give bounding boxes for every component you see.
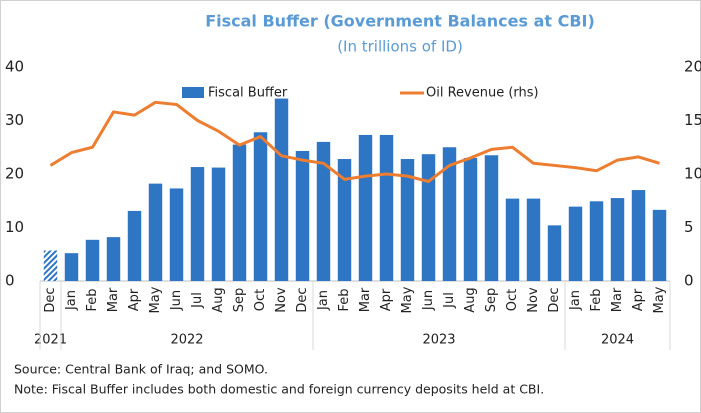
y2-tick-label: 10: [684, 165, 701, 183]
bar: [421, 154, 436, 281]
bar: [253, 132, 268, 281]
y-tick-label: 30: [5, 111, 24, 129]
x-tick-label: Dec: [295, 287, 310, 312]
x-tick-label: Apr: [631, 288, 646, 311]
x-tick-label: Sep: [484, 288, 499, 313]
bar: [442, 147, 457, 281]
legend-label: Fiscal Buffer: [208, 86, 288, 101]
x-group-label: 2023: [422, 333, 455, 348]
bar: [295, 150, 310, 281]
x-tick-label: Aug: [463, 287, 478, 312]
bar: [316, 141, 331, 281]
x-tick-label: Jan: [568, 290, 583, 311]
chart-title: Fiscal Buffer (Government Balances at CB…: [205, 12, 595, 31]
x-tick-label: Jul: [442, 292, 457, 309]
x-tick-label: Feb: [85, 288, 100, 311]
y2-tick-label: 15: [684, 111, 701, 129]
x-tick-label: Jan: [316, 290, 331, 311]
bar: [43, 250, 58, 281]
x-tick-label: Sep: [232, 288, 247, 313]
x-tick-label: Apr: [127, 288, 142, 311]
note: Note: Fiscal Buffer includes both domest…: [14, 382, 544, 397]
bar: [400, 159, 415, 281]
x-tick-label: Jan: [64, 290, 79, 311]
x-group-label: 2024: [601, 333, 634, 348]
x-tick-label: Jun: [169, 290, 184, 311]
y-tick-label: 40: [5, 58, 24, 76]
legend-label: Oil Revenue (rhs): [426, 86, 539, 101]
x-tick-label: Jul: [190, 292, 205, 309]
bar: [631, 190, 646, 281]
x-tick-label: Jun: [421, 290, 436, 311]
bar: [337, 159, 352, 281]
x-tick-label: May: [148, 286, 163, 313]
x-tick-label: Nov: [274, 287, 289, 313]
y2-tick-label: 0: [684, 272, 694, 290]
bar: [148, 183, 163, 281]
bar: [505, 198, 520, 281]
bar: [127, 210, 142, 281]
x-tick-label: Mar: [610, 287, 625, 312]
bar: [211, 167, 226, 281]
x-tick-label: May: [652, 286, 667, 313]
y-tick-label: 10: [5, 218, 24, 236]
x-tick-label: May: [400, 286, 415, 313]
bar: [589, 201, 604, 281]
bar: [526, 198, 541, 281]
x-tick-label: Feb: [337, 288, 352, 311]
line: [49, 100, 660, 183]
bar: [568, 206, 583, 281]
bar: [463, 157, 478, 281]
bar: [652, 209, 667, 281]
x-group-label: 2021: [34, 333, 67, 348]
bar: [484, 155, 499, 281]
y-tick-label: 20: [5, 165, 24, 183]
bar: [274, 98, 289, 281]
x-tick-label: Nov: [526, 287, 541, 313]
source: Source: Central Bank of Iraq; and SOMO.: [14, 362, 268, 377]
legend-swatch: [182, 87, 204, 98]
bar: [610, 198, 625, 281]
x-group-label: 2022: [170, 333, 203, 348]
bar: [547, 225, 562, 281]
bar: [169, 188, 184, 281]
chart-subtitle: (In trillions of ID): [337, 38, 463, 56]
bar: [379, 134, 394, 281]
x-tick-label: Mar: [106, 287, 121, 312]
bar: [85, 239, 100, 281]
x-tick-label: Feb: [589, 288, 604, 311]
bar: [106, 237, 121, 281]
bar: [64, 253, 79, 281]
x-tick-label: Aug: [211, 287, 226, 312]
bar: [358, 134, 373, 281]
x-tick-label: Oct: [253, 289, 268, 311]
y2-tick-label: 5: [684, 218, 694, 236]
x-tick-label: Oct: [505, 289, 520, 311]
bar: [190, 167, 205, 281]
bar: [232, 144, 247, 281]
y-tick-label: 0: [5, 272, 15, 290]
x-tick-label: Dec: [547, 287, 562, 312]
x-tick-label: Dec: [43, 287, 58, 312]
y2-tick-label: 20: [684, 58, 701, 76]
x-tick-label: Apr: [379, 288, 394, 311]
x-tick-label: Mar: [358, 287, 373, 312]
